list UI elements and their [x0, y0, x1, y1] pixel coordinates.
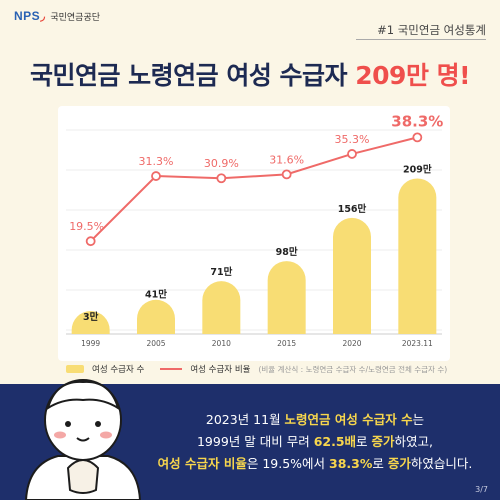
x-tick-label: 2005 — [146, 339, 165, 348]
bar-value-label: 41만 — [145, 288, 167, 300]
x-tick-label: 2023.11 — [402, 339, 433, 348]
ratio-point — [216, 173, 227, 184]
chart-legend: 여성 수급자 수 여성 수급자 비율 (비율 계산식 : 노령연금 수급자 수/… — [66, 361, 458, 377]
message-line-3: 여성 수급자 비율은 19.5%에서 38.3%로 증가하였습니다. — [157, 456, 473, 471]
x-tick-label: 2015 — [277, 339, 296, 348]
tag-underline — [356, 39, 486, 40]
legend-bar-label: 여성 수급자 수 — [92, 365, 145, 375]
bar-value-label: 209만 — [403, 163, 432, 175]
summary-message: 2023년 11월 노령연금 여성 수급자 수는 1999년 말 대비 무려 6… — [150, 409, 480, 475]
ratio-label: 31.6% — [269, 153, 304, 166]
chart-panel — [58, 106, 450, 361]
series-tag: #1 국민연금 여성통계 — [377, 23, 486, 37]
bar — [137, 299, 175, 334]
ratio-label: 30.9% — [204, 157, 239, 170]
x-tick-label: 1999 — [81, 339, 100, 348]
chart: 3만 1999 41만 2005 71만 2010 98만 2015 156만 2020 209만 2… — [66, 112, 443, 348]
ratio-label: 19.5% — [69, 220, 104, 233]
ratio-line — [89, 136, 418, 242]
page-title: 국민연금 노령연금 여성 수급자 209만 명! — [0, 56, 500, 92]
bar — [71, 311, 110, 334]
legend-line-swatch — [160, 368, 183, 370]
nps-logo: NPS◞ 국민연금공단 — [14, 9, 100, 23]
ratio-point — [412, 132, 423, 143]
bar-value-label: 156만 — [338, 203, 367, 215]
message-line-1: 2023년 11월 노령연금 여성 수급자 수는 — [205, 412, 425, 427]
bar-value-label: 71만 — [210, 266, 232, 278]
title-main: 국민연금 노령연금 여성 수급자 — [29, 61, 356, 90]
ratio-point — [85, 236, 96, 247]
ratio-label: 35.3% — [335, 133, 370, 146]
legend-bar-swatch — [66, 365, 84, 373]
bar — [267, 261, 306, 334]
logo-mark: NPS◞ — [14, 9, 46, 23]
person-illustration — [24, 379, 142, 500]
ratio-point — [281, 169, 292, 180]
org-name: 국민연금공단 — [50, 12, 101, 23]
title-accent: 209만 명! — [355, 61, 471, 90]
message-line-2: 1999년 말 대비 무려 62.5배로 증가하였고, — [196, 434, 434, 449]
ratio-point — [151, 171, 161, 181]
ratio-label: 38.3% — [391, 112, 443, 130]
ratio-label: 31.3% — [139, 155, 174, 168]
legend-line-label: 여성 수급자 비율 — [190, 365, 251, 375]
bar-value-label: 98만 — [276, 246, 298, 258]
legend-note: (비율 계산식 : 노령연금 수급자 수/노령연금 전체 수급자 수) — [258, 364, 448, 374]
page-indicator: 3/7 — [475, 485, 488, 494]
x-tick-label: 2020 — [342, 339, 361, 348]
bar-value-label: 3만 — [83, 311, 99, 323]
bar — [333, 217, 371, 334]
ratio-point — [347, 149, 357, 159]
bar — [202, 281, 241, 334]
x-tick-label: 2010 — [212, 339, 231, 348]
bar — [398, 178, 437, 334]
